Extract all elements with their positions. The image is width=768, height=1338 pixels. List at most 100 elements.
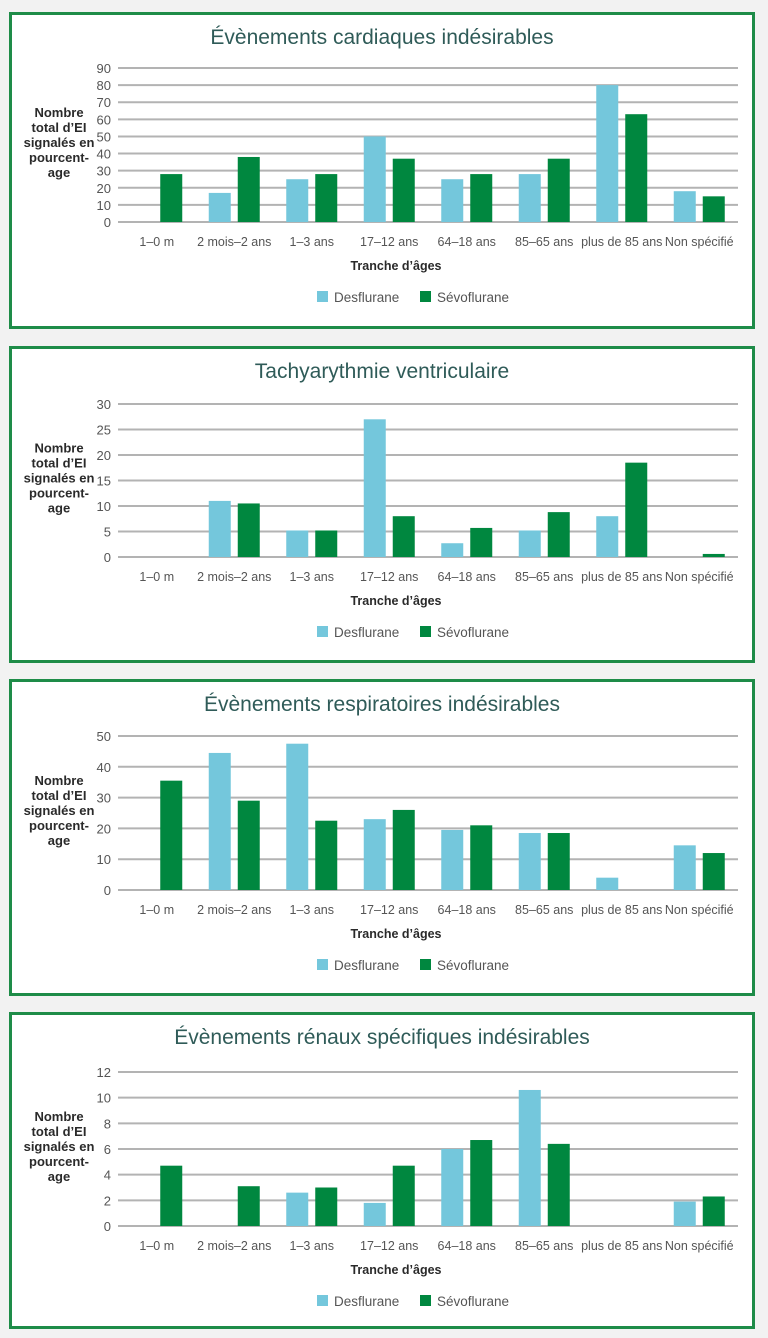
y-axis-label-line: signalés en	[24, 471, 95, 486]
bar-sevoflurane	[547, 158, 570, 222]
y-axis-label-line: pourcent-	[29, 486, 89, 501]
bar-sevoflurane	[392, 516, 415, 557]
x-tick-label: 1–3 ans	[290, 235, 334, 249]
chart-panel-cardiac: Évènements cardiaques indésirables 0 10 20 3…	[9, 12, 755, 329]
bar-desflurane	[286, 743, 309, 890]
legend-label-sevoflurane: Sévoflurane	[437, 958, 509, 973]
y-axis-label-line: total d’EI	[32, 456, 87, 471]
bar-desflurane	[363, 1202, 386, 1226]
y-tick-label: 60	[97, 112, 111, 127]
chart-title: Tachyarythmie ventriculaire	[255, 360, 509, 383]
x-axis-label: Tranche d’âges	[350, 594, 441, 608]
legend-label-sevoflurane: Sévoflurane	[437, 290, 509, 305]
bar-desflurane	[518, 174, 541, 222]
y-tick-label: 10	[97, 1091, 111, 1106]
legend-swatch-sevoflurane	[420, 291, 431, 302]
y-tick-label: 15	[97, 474, 111, 489]
legend-label-desflurane: Desflurane	[334, 290, 399, 305]
bar-sevoflurane	[702, 196, 725, 222]
chart-panel-respiratory: Évènements respiratoires indésirables 0 10…	[9, 679, 755, 996]
y-tick-label: 80	[97, 78, 111, 93]
bar-sevoflurane	[392, 1165, 415, 1226]
x-tick-label: Non spécifié	[665, 903, 734, 917]
bar-desflurane	[518, 833, 541, 890]
y-tick-label: 20	[97, 181, 111, 196]
y-axis-label-line: Nombre	[34, 1109, 83, 1124]
y-tick-label: 20	[97, 448, 111, 463]
bar-sevoflurane	[237, 156, 260, 222]
bar-desflurane	[363, 819, 386, 890]
chart-svg: Tachyarythmie ventriculaire 0 5 10 15 20 25 30 N…	[24, 360, 738, 640]
y-tick-label: 12	[97, 1065, 111, 1080]
y-axis-label-line: pourcent-	[29, 150, 89, 165]
x-axis-label: Tranche d’âges	[350, 259, 441, 273]
x-tick-label: 1–0 m	[139, 903, 174, 917]
bar-sevoflurane	[160, 780, 183, 890]
bar-desflurane	[518, 530, 541, 557]
x-tick-label: 1–3 ans	[290, 1239, 334, 1253]
y-tick-label: 90	[97, 61, 111, 76]
x-tick-label: 64–18 ans	[438, 1239, 496, 1253]
bar-sevoflurane	[237, 503, 260, 557]
bar-desflurane	[363, 136, 386, 222]
x-tick-label: plus de 85 ans	[581, 903, 662, 917]
x-tick-label: plus de 85 ans	[581, 235, 662, 249]
legend-label-sevoflurane: Sévoflurane	[437, 1294, 509, 1309]
y-axis-label-line: signalés en	[24, 1139, 95, 1154]
chart-svg: Évènements respiratoires indésirables 0 10…	[24, 693, 738, 973]
bar-sevoflurane	[547, 1143, 570, 1226]
y-tick-label: 0	[104, 215, 111, 230]
x-tick-label: 64–18 ans	[438, 570, 496, 584]
bar-sevoflurane	[315, 530, 338, 557]
x-tick-label: 1–3 ans	[290, 903, 334, 917]
legend-label-desflurane: Desflurane	[334, 958, 399, 973]
x-tick-label: plus de 85 ans	[581, 1239, 662, 1253]
x-tick-label: plus de 85 ans	[581, 570, 662, 584]
bar-sevoflurane	[702, 1196, 725, 1226]
bar-sevoflurane	[392, 809, 415, 890]
x-tick-label: Non spécifié	[665, 235, 734, 249]
x-tick-label: 2 mois–2 ans	[197, 1239, 271, 1253]
bar-desflurane	[208, 192, 231, 222]
legend-label-desflurane: Desflurane	[334, 625, 399, 640]
bar-desflurane	[673, 1201, 696, 1226]
x-tick-label: 1–0 m	[139, 235, 174, 249]
bar-desflurane	[596, 877, 619, 890]
y-tick-label: 25	[97, 423, 111, 438]
bar-sevoflurane	[547, 512, 570, 557]
y-tick-label: 0	[104, 1219, 111, 1234]
bar-sevoflurane	[237, 1186, 260, 1226]
y-tick-label: 70	[97, 95, 111, 110]
bar-sevoflurane	[470, 174, 493, 222]
y-axis-label-line: total d’EI	[32, 1124, 87, 1139]
bar-desflurane	[208, 752, 231, 890]
y-tick-label: 2	[104, 1193, 111, 1208]
y-axis-label-line: signalés en	[24, 803, 95, 818]
bar-sevoflurane	[315, 1187, 338, 1226]
chart-panel-tachyarrhythmia: Tachyarythmie ventriculaire 0 5 10 15 20 25 30 N…	[9, 346, 755, 663]
bar-desflurane	[441, 179, 464, 222]
legend-swatch-desflurane	[317, 626, 328, 637]
legend-swatch-sevoflurane	[420, 1295, 431, 1306]
x-tick-label: 17–12 ans	[360, 235, 418, 249]
bar-desflurane	[441, 1149, 464, 1226]
y-tick-label: 0	[104, 550, 111, 565]
x-tick-label: 1–0 m	[139, 1239, 174, 1253]
y-tick-label: 20	[97, 821, 111, 836]
chart-svg: Évènements rénaux spécifiques indésirabl…	[24, 1026, 738, 1309]
bar-desflurane	[673, 191, 696, 222]
y-axis-label-line: age	[48, 1169, 70, 1184]
bar-sevoflurane	[315, 820, 338, 890]
x-axis-label: Tranche d’âges	[350, 927, 441, 941]
x-tick-label: 64–18 ans	[438, 235, 496, 249]
bar-sevoflurane	[470, 527, 493, 557]
bar-sevoflurane	[702, 553, 725, 557]
y-tick-label: 6	[104, 1142, 111, 1157]
y-axis-label-line: pourcent-	[29, 818, 89, 833]
x-tick-label: 64–18 ans	[438, 903, 496, 917]
y-tick-label: 0	[104, 883, 111, 898]
x-tick-label: 85–65 ans	[515, 235, 573, 249]
bar-desflurane	[286, 530, 309, 557]
legend-swatch-desflurane	[317, 959, 328, 970]
bar-sevoflurane	[470, 1140, 493, 1226]
